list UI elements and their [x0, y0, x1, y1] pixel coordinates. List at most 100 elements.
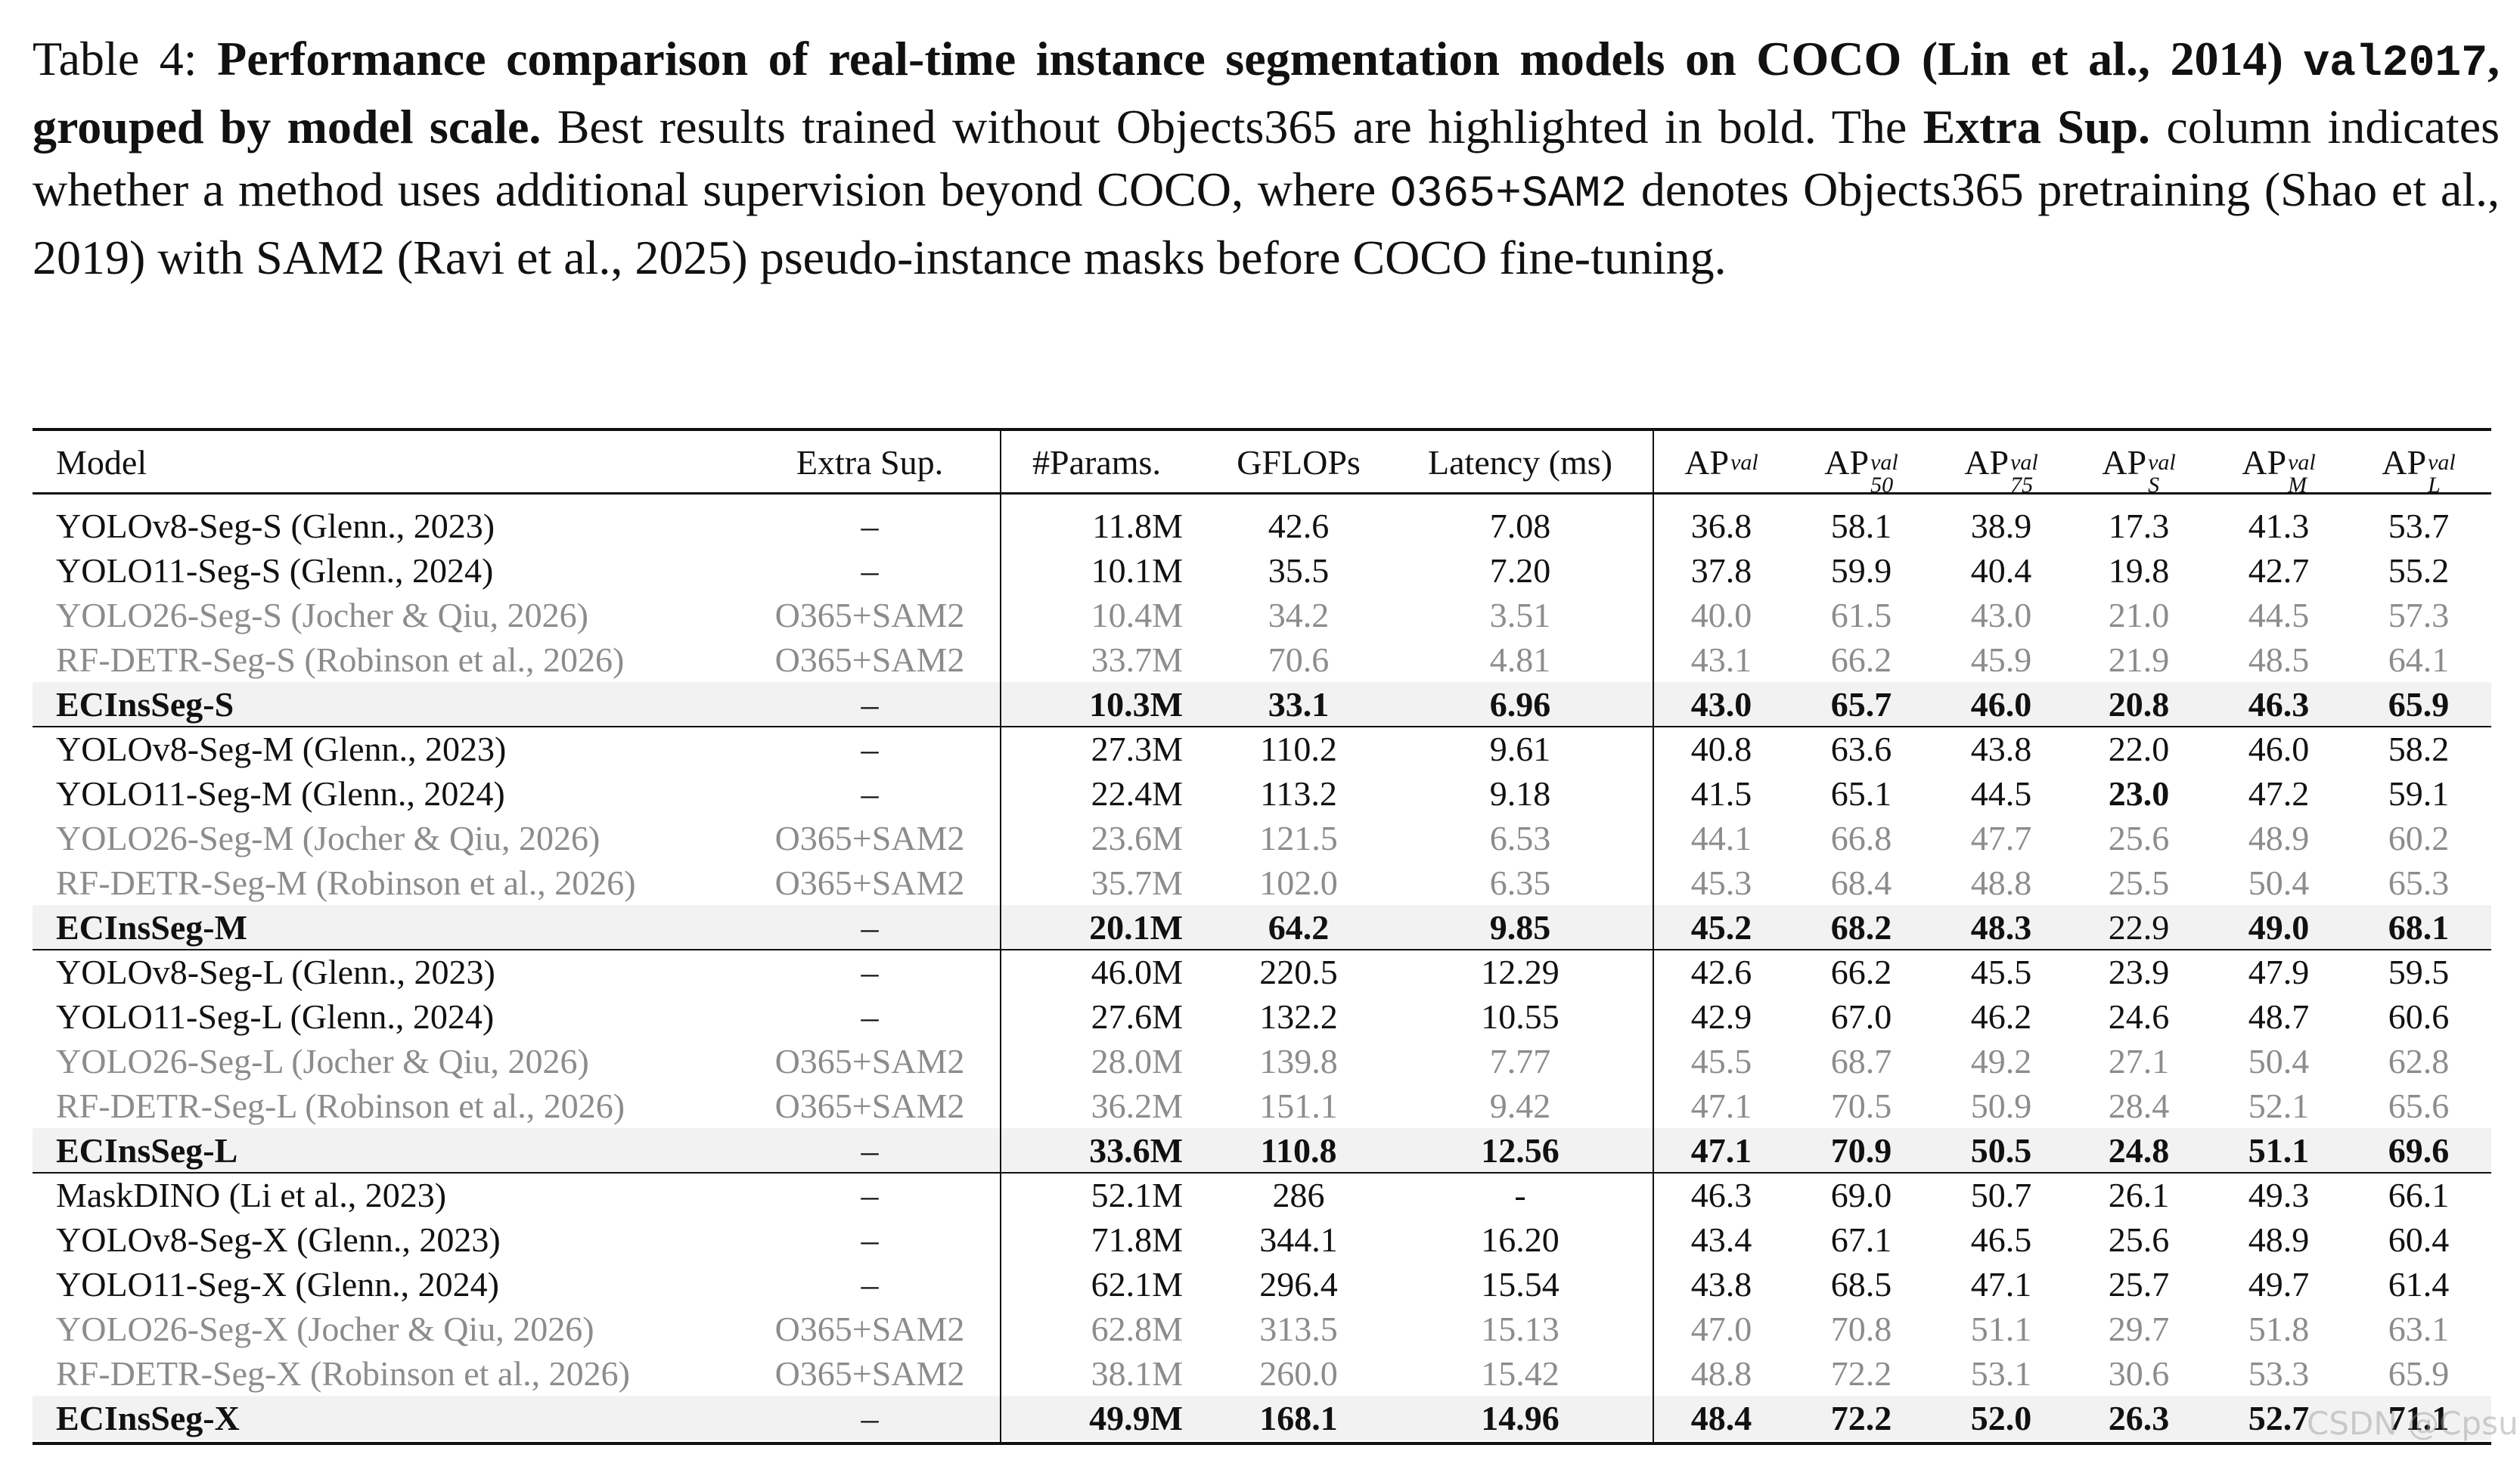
table-cell: 63.6 [1830, 730, 1892, 768]
table-cell: 22.9 [2108, 908, 2170, 947]
table-cell: 46.5 [1970, 1220, 2032, 1259]
row-highlight [33, 1128, 2491, 1173]
table-cell: 15.54 [1481, 1265, 1559, 1304]
table-cell: 34.2 [1268, 596, 1330, 634]
table-cell: O365+SAM2 [774, 864, 965, 902]
table-cell: 68.1 [2388, 908, 2450, 947]
table-cell: – [861, 908, 879, 947]
table-cell: – [861, 507, 879, 545]
table-cell: 25.6 [2108, 1220, 2170, 1259]
table-cell: YOLO11-Seg-M (Glenn., 2024) [56, 774, 505, 813]
header-cell: Extra Sup. [796, 440, 943, 485]
table-cell: 46.0 [1970, 685, 2032, 724]
header-text: Latency (ms) [1428, 443, 1612, 482]
header-cell: GFLOPs [1237, 440, 1361, 485]
table-cell: 17.3 [2108, 507, 2170, 545]
table-cell: 35.7M [1091, 864, 1183, 902]
table-cell: 23.9 [2108, 953, 2170, 991]
table-cell: 46.0 [2248, 730, 2310, 768]
table-cell: 15.13 [1481, 1310, 1559, 1348]
table-cell: 344.1 [1259, 1220, 1338, 1259]
table-cell: 10.4M [1091, 596, 1183, 634]
table-cell: 46.3 [1690, 1176, 1752, 1214]
rule [33, 428, 2491, 431]
table-cell: 29.7 [2108, 1310, 2170, 1348]
table-cell: 46.2 [1970, 997, 2032, 1036]
table-cell: 50.4 [2248, 1042, 2310, 1081]
subscript: L [2428, 473, 2441, 498]
table-cell: 48.3 [1970, 908, 2032, 947]
table-cell: 72.2 [1830, 1399, 1892, 1437]
header-text: Model [56, 443, 147, 482]
table-cell: 26.1 [2108, 1176, 2170, 1214]
table-cell: 47.1 [1970, 1265, 2032, 1304]
table-cell: ECInsSeg-M [56, 908, 248, 947]
table-cell: 48.8 [1970, 864, 2032, 902]
table-cell: 53.7 [2388, 507, 2450, 545]
table-cell: 41.3 [2248, 507, 2310, 545]
table-cell: ECInsSeg-L [56, 1131, 238, 1170]
table-cell: 9.18 [1489, 774, 1551, 813]
table-cell: 50.4 [2248, 864, 2310, 902]
table-cell: 9.85 [1489, 908, 1551, 947]
table-cell: YOLOv8-Seg-L (Glenn., 2023) [56, 953, 495, 991]
table-cell: – [861, 1220, 879, 1259]
table-cell: 43.1 [1690, 640, 1752, 679]
table-cell: O365+SAM2 [774, 1087, 965, 1125]
table-cell: 62.8 [2388, 1042, 2450, 1081]
table-cell: 6.96 [1489, 685, 1551, 724]
table-cell: YOLO11-Seg-S (Glenn., 2024) [56, 551, 494, 590]
table-cell: 7.77 [1489, 1042, 1551, 1081]
table-cell: 48.9 [2248, 819, 2310, 857]
table-cell: 25.5 [2108, 864, 2170, 902]
table-cell: 47.2 [2248, 774, 2310, 813]
table-cell: 43.0 [1970, 596, 2032, 634]
row-highlight [33, 682, 2491, 727]
superscript: val [1870, 450, 1898, 475]
table-cell: 46.0M [1091, 953, 1183, 991]
table-cell: 53.3 [2248, 1354, 2310, 1393]
table-cell: 68.7 [1830, 1042, 1892, 1081]
header-text: AP [2382, 443, 2427, 482]
table-cell: 20.1M [1089, 908, 1183, 947]
table-cell: 63.1 [2388, 1310, 2450, 1348]
table-cell: 9.42 [1489, 1087, 1551, 1125]
table-cell: 47.7 [1970, 819, 2032, 857]
caption-segment: Performance comparison of real-time inst… [217, 32, 2304, 85]
header-cell: AP val 75 [1964, 440, 2037, 497]
table-cell: 52.1M [1091, 1176, 1183, 1214]
table-cell: 43.8 [1970, 730, 2032, 768]
table-cell: 45.3 [1690, 864, 1752, 902]
table-cell: 45.2 [1690, 908, 1752, 947]
table-cell: 113.2 [1260, 774, 1337, 813]
table-cell: 26.3 [2108, 1399, 2170, 1437]
table-cell: 48.4 [1690, 1399, 1752, 1437]
table-cell: 65.9 [2388, 1354, 2450, 1393]
table-cell: O365+SAM2 [774, 1354, 965, 1393]
rule [33, 726, 2491, 727]
subscript: S [2148, 473, 2160, 498]
table-cell: 60.4 [2388, 1220, 2450, 1259]
table-cell: YOLO26-Seg-L (Jocher & Qiu, 2026) [56, 1042, 589, 1081]
table-cell: 58.1 [1830, 507, 1892, 545]
table-cell: 15.42 [1481, 1354, 1559, 1393]
table-cell: 47.1 [1690, 1131, 1752, 1170]
table-cell: 27.3M [1091, 730, 1183, 768]
header-text: AP [1824, 443, 1870, 482]
table-cell: YOLO26-Seg-S (Jocher & Qiu, 2026) [56, 596, 588, 634]
table-cell: 11.8M [1092, 507, 1183, 545]
table-cell: 42.6 [1690, 953, 1752, 991]
table-cell: RF-DETR-Seg-L (Robinson et al., 2026) [56, 1087, 625, 1125]
table-cell: 40.8 [1690, 730, 1752, 768]
watermark: CSDN @Cpsu [2307, 1405, 2518, 1442]
header-cell: AP val S [2102, 440, 2175, 497]
caption-segment: , grouped by model scale. [33, 32, 2500, 153]
table-cell: O365+SAM2 [774, 819, 965, 857]
table-cell: – [861, 953, 879, 991]
table-cell: 72.2 [1830, 1354, 1892, 1393]
table-cell: 36.8 [1690, 507, 1752, 545]
rule [33, 1442, 2491, 1445]
table-cell: - [1514, 1176, 1526, 1214]
table-cell: 59.1 [2388, 774, 2450, 813]
rule [33, 949, 2491, 950]
